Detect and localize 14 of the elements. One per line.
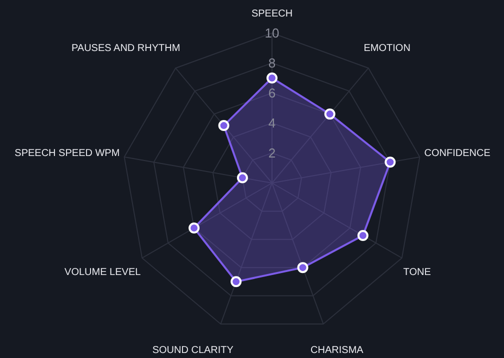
spoke-label: SPEECH SPEED WPM bbox=[14, 148, 120, 159]
y-tick-label: 8 bbox=[268, 56, 276, 71]
spoke-label: VOLUME LEVEL bbox=[64, 267, 142, 278]
spoke-label: PAUSES AND RHYTHM bbox=[71, 42, 180, 54]
spoke-label: SOUND CLARITY bbox=[152, 344, 234, 356]
y-tick-label: 2 bbox=[268, 146, 276, 161]
spoke-label: CONFIDENCE bbox=[424, 148, 491, 159]
spoke-label: SPEECH bbox=[251, 8, 293, 20]
spoke-label: CHARISMA bbox=[310, 344, 364, 356]
y-tick-label: 10 bbox=[264, 26, 280, 41]
spoke-label: EMOTION bbox=[364, 42, 410, 54]
y-tick-label: 4 bbox=[268, 116, 276, 131]
y-tick-label: 6 bbox=[268, 86, 276, 101]
spoke-label: TONE bbox=[403, 267, 432, 278]
